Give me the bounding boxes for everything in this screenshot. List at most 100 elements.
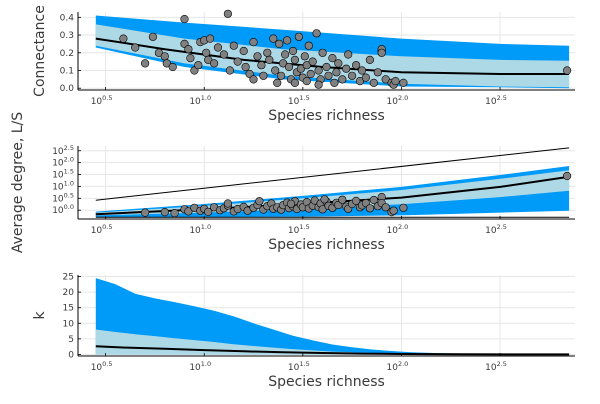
x-tick-label: 102.0 [387,360,409,373]
y-tick-label: 100.5 [52,191,74,204]
data-point [141,59,150,68]
data-point [259,71,268,80]
data-point [324,71,333,80]
x-tick-label: 101.0 [189,360,211,373]
data-point [263,48,272,57]
data-point [306,69,315,79]
data-point [194,61,203,70]
data-point [180,15,189,24]
data-point [399,203,408,212]
reference-line [95,147,570,201]
data-point [160,52,169,61]
data-point [288,46,298,56]
x-tick-label: 102.0 [387,94,409,107]
data-point [330,78,339,87]
data-point [365,204,375,213]
data-point [271,66,280,75]
data-point [381,203,390,212]
data-point [290,55,300,65]
data-point [344,50,353,59]
data-point [312,29,321,38]
data-point [357,66,367,75]
data-point [119,34,128,43]
inner-band [95,329,570,355]
data-point [369,195,378,205]
x-tick-label: 101.5 [288,94,310,107]
y-axis-title: Connectance [32,5,48,97]
data-point [304,41,313,50]
chart-panel-1: 100.5 101.0 101.5 102.0 102.5 0.0 0.1 0.2 0.3 0.4… [32,5,575,124]
data-point [308,57,317,66]
data-point [399,78,408,87]
data-point [338,195,347,204]
x-tick-label: 101.5 [288,223,310,236]
y-tick-label: 100.0 [52,203,74,216]
x-tick-label: 100.5 [91,360,113,373]
data-point [302,61,311,70]
data-point [279,59,288,68]
median-line [95,345,570,356]
data-point [141,208,150,217]
data-point [314,80,323,89]
data-point [562,66,572,75]
data-point [202,48,211,57]
x-tick-label: 101.5 [288,360,310,373]
data-point [286,199,296,208]
outer-band [95,278,570,355]
x-tick-label: 102.5 [485,360,507,373]
data-point [170,209,179,218]
data-point [206,34,215,43]
x-axis-title: Species richness [268,108,385,124]
data-point [186,53,195,63]
data-point [223,199,232,208]
data-point [391,76,400,86]
data-point [338,75,347,84]
y-tick-label: 15 [63,304,74,314]
data-point [377,48,386,57]
data-point [352,61,361,70]
y-tick-label: 0 [68,350,74,360]
data-point [131,43,140,52]
data-point [210,59,219,68]
data-point [389,206,398,215]
data-point [219,50,228,59]
data-point [213,43,223,52]
x-tick-label: 101.0 [189,223,211,236]
y-tick-label: 0.3 [60,31,74,41]
data-point [269,34,278,43]
data-point [328,53,337,63]
data-point [162,59,171,68]
data-point [365,55,375,65]
y-tick-label: 0.1 [60,67,74,77]
data-point [352,196,361,205]
data-point [320,195,329,204]
x-tick-label: 102.5 [485,94,507,107]
data-point [348,71,357,80]
data-point [275,39,284,49]
data-point [249,75,258,84]
data-point [334,59,343,68]
x-tick-label: 101.0 [189,94,211,107]
data-point [562,171,572,181]
data-point [184,207,193,216]
data-point [233,57,242,66]
data-point [373,68,382,77]
x-axis-title: Species richness [268,237,385,253]
y-tick-label: 0.4 [60,13,75,23]
data-point [239,46,248,56]
data-point [332,68,341,77]
data-point [314,66,323,75]
data-point [342,64,351,73]
data-point [283,36,292,45]
data-point [257,61,266,70]
data-point [265,55,274,65]
y-tick-label: 20 [63,288,75,298]
data-point [160,208,169,217]
data-point [168,62,177,72]
y-tick-label: 102.5 [52,144,74,157]
y-tick-label: 102.0 [52,156,74,169]
x-tick-label: 102.5 [485,223,507,236]
y-axis-title: Average degree, L/S [10,112,26,253]
data-point [290,78,300,87]
